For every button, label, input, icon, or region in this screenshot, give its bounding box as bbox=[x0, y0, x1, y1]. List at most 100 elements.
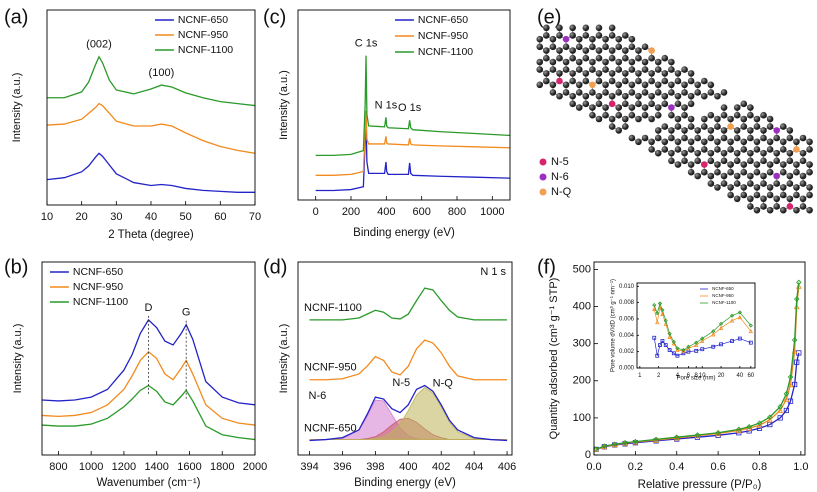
carbon-atom bbox=[714, 92, 721, 100]
carbon-atom bbox=[779, 161, 787, 168]
carbon-atom bbox=[641, 104, 649, 111]
annotation: O 1s bbox=[398, 102, 422, 114]
carbon-atom bbox=[615, 111, 623, 119]
x-axis-label: Binding energy (eV) bbox=[353, 227, 455, 239]
carbon-atom bbox=[766, 191, 774, 199]
carbon-atom bbox=[700, 92, 708, 100]
marker bbox=[694, 342, 699, 348]
carbon-atom bbox=[661, 123, 669, 130]
carbon-atom bbox=[793, 206, 800, 214]
carbon-atom bbox=[615, 35, 623, 43]
x-tick-label: 1400 bbox=[144, 461, 168, 473]
marker bbox=[652, 335, 657, 340]
carbon-atom bbox=[720, 89, 728, 96]
carbon-atom bbox=[733, 111, 741, 119]
marker bbox=[657, 305, 663, 310]
x-tick-label: 1600 bbox=[177, 461, 201, 473]
carbon-atom bbox=[582, 24, 590, 32]
marker bbox=[719, 342, 723, 347]
carbon-atom bbox=[766, 161, 774, 168]
carbon-atom bbox=[720, 180, 728, 187]
marker bbox=[793, 296, 800, 302]
carbon-atom bbox=[720, 157, 728, 165]
carbon-atom bbox=[740, 146, 748, 153]
x-tick-label: 1 bbox=[638, 373, 642, 379]
carbon-atom bbox=[786, 127, 794, 134]
marker bbox=[663, 318, 668, 323]
carbon-atom bbox=[747, 149, 754, 157]
carbon-atom bbox=[661, 54, 669, 62]
carbon-atom bbox=[622, 47, 629, 54]
x-tick-label: 406 bbox=[498, 461, 516, 473]
carbon-atom bbox=[549, 81, 557, 89]
carbon-atom bbox=[608, 70, 616, 77]
carbon-atom bbox=[806, 146, 813, 153]
carbon-atom bbox=[635, 100, 642, 108]
marker bbox=[660, 311, 665, 316]
marker bbox=[748, 328, 753, 334]
carbon-atom bbox=[674, 161, 682, 168]
carbon-atom bbox=[700, 77, 708, 85]
carbon-atom bbox=[753, 184, 761, 191]
carbon-atom bbox=[806, 168, 813, 176]
carbon-atom bbox=[556, 32, 563, 39]
marker bbox=[736, 426, 742, 433]
carbon-atom bbox=[694, 157, 702, 165]
x-tick-label: 6 bbox=[687, 373, 691, 379]
carbon-atom bbox=[648, 138, 655, 146]
carbon-atom bbox=[694, 172, 702, 180]
x-tick-label: 20 bbox=[76, 211, 88, 223]
carbon-atom bbox=[562, 66, 570, 73]
carbon-atom bbox=[747, 111, 754, 119]
carbon-atom bbox=[654, 149, 662, 157]
marker bbox=[737, 310, 742, 315]
carbon-atom bbox=[654, 58, 662, 66]
component-fill bbox=[309, 386, 508, 440]
carbon-atom bbox=[760, 134, 767, 142]
x-axis-label: Wavenumber (cm⁻¹) bbox=[96, 477, 200, 489]
x-tick-label: 50 bbox=[180, 211, 192, 223]
carbon-atom bbox=[793, 184, 800, 191]
carbon-atom bbox=[760, 172, 767, 180]
carbon-atom bbox=[602, 81, 609, 89]
carbon-atom bbox=[608, 92, 616, 100]
carbon-atom bbox=[602, 89, 609, 96]
carbon-atom bbox=[727, 168, 734, 176]
marker bbox=[686, 344, 691, 349]
legend-label: N-5 bbox=[551, 156, 569, 168]
carbon-atom bbox=[753, 161, 761, 168]
marker bbox=[791, 337, 798, 343]
carbon-atom bbox=[766, 206, 774, 214]
carbon-atom bbox=[615, 104, 623, 111]
carbon-atom bbox=[648, 77, 655, 85]
dopant-atom bbox=[648, 47, 655, 54]
carbon-atom bbox=[635, 54, 642, 62]
y-tick-label: 400 bbox=[573, 300, 591, 312]
annotation: D bbox=[145, 302, 153, 314]
carbon-atom bbox=[589, 66, 596, 73]
carbon-atom bbox=[806, 184, 813, 191]
carbon-atom bbox=[766, 146, 774, 153]
carbon-atom bbox=[595, 70, 603, 77]
carbon-atom bbox=[760, 127, 767, 134]
x-tick-label: 0.4 bbox=[669, 461, 684, 473]
carbon-atom bbox=[569, 54, 576, 62]
y-axis-label: Intensity (a.u.) bbox=[278, 70, 290, 140]
x-tick-label: 394 bbox=[300, 461, 318, 473]
marker bbox=[660, 307, 665, 313]
carbon-atom bbox=[622, 100, 629, 108]
carbon-atom bbox=[661, 77, 669, 85]
carbon-atom bbox=[694, 127, 702, 134]
carbon-atom bbox=[602, 35, 609, 43]
y-tick-label: 0.010 bbox=[619, 284, 635, 290]
carbon-atom bbox=[727, 191, 734, 199]
carbon-atom bbox=[589, 111, 596, 119]
carbon-atom bbox=[595, 115, 603, 123]
carbon-atom bbox=[595, 47, 603, 54]
carbon-atom bbox=[615, 127, 623, 134]
carbon-atom bbox=[707, 180, 715, 187]
plot-frame bbox=[593, 261, 806, 456]
carbon-atom bbox=[687, 70, 695, 77]
carbon-atom bbox=[687, 92, 695, 100]
